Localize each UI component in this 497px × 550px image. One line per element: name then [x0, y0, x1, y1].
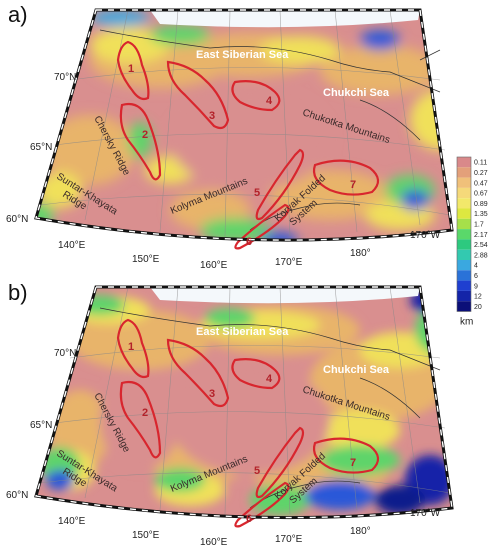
panel-a-zone-4	[231, 80, 281, 112]
legend-swatch	[457, 249, 471, 260]
panel-b-lat-65: 65°N	[30, 420, 52, 431]
panel-a-zone-label-4: 4	[266, 95, 273, 107]
panel-a-letter: a)	[8, 2, 28, 27]
panel-b-zone-label-6: 6	[246, 513, 252, 525]
legend-tick-label: 9	[474, 283, 478, 290]
panel-b-zone-label-5: 5	[254, 465, 260, 477]
panel-a-field	[36, 10, 452, 241]
legend-swatch	[457, 280, 471, 291]
legend-swatch	[457, 187, 471, 199]
legend-swatch	[457, 177, 471, 188]
legend: 0.11 0.27 0.47 0.67 0.89 1.35 1.7 2.17 2.54 2.88 4…	[456, 156, 488, 328]
legend-swatch	[457, 167, 471, 178]
panel-b-lon-160e: 160°E	[200, 537, 228, 548]
legend-swatch	[457, 208, 471, 219]
legend-tick-label: 0.27	[474, 170, 488, 177]
panel-b-map: East Siberian Sea Chukchi Sea Chukotka M…	[6, 285, 454, 548]
panel-a-zones	[116, 40, 380, 250]
legend-tick-label: 2.54	[474, 242, 488, 249]
panel-a-zone-label-2: 2	[142, 129, 148, 141]
legend-tick-label: 1.35	[474, 211, 488, 218]
legend-swatch	[457, 157, 471, 168]
panel-b-zone-3	[166, 338, 230, 408]
panel-b-east-siberian-sea: East Siberian Sea	[196, 326, 289, 338]
legend-tick-label: 20	[474, 304, 482, 311]
panel-a-zone-3	[166, 60, 230, 130]
legend-swatch	[457, 198, 471, 209]
panel-b-lon-170e: 170°E	[275, 534, 303, 545]
panel-a-lon-150e: 150°E	[132, 254, 160, 265]
panel-a-zone-6	[234, 203, 290, 250]
legend-unit: km	[460, 317, 473, 328]
panel-b-graticule	[39, 286, 451, 516]
panel-a-ice	[150, 10, 420, 28]
panel-a-map: East Siberian Sea Chukchi Sea Chukotka M…	[6, 8, 454, 271]
panel-b-lon-140e: 140°E	[58, 516, 86, 527]
panel-a-zone-label-3: 3	[209, 110, 215, 122]
panel-a-zone-5	[255, 148, 305, 221]
legend-swatch	[457, 239, 471, 250]
panel-a-zone-2	[119, 102, 162, 181]
panel-a-zone-7	[312, 159, 380, 196]
panel-a-zone-1	[116, 40, 150, 101]
legend-tick-label: 2.88	[474, 252, 488, 259]
legend-border	[456, 156, 472, 312]
panel-a-frame-dashes	[35, 9, 453, 241]
panel-b-zone-5	[255, 426, 305, 499]
panel-b-zone-label-7: 7	[350, 457, 356, 469]
panel-b-zone-2	[119, 380, 162, 459]
panel-a-lat-60: 60°N	[6, 214, 28, 225]
legend-tick-label: 0.67	[474, 191, 488, 198]
panel-b-zone-4	[231, 358, 281, 390]
panel-b-zones	[116, 318, 380, 528]
panel-a-zone-label-1: 1	[128, 63, 134, 75]
panel-b-lon-170w: 170°W	[410, 508, 441, 519]
legend-swatch	[457, 301, 471, 312]
panel-a-lon-180: 180°	[350, 248, 371, 259]
legend-tick-label: 1.7	[474, 221, 484, 228]
legend-swatch	[457, 229, 471, 240]
panel-a-lat-70: 70°N	[54, 72, 76, 83]
panel-b-zone-1	[116, 318, 150, 379]
panel-b-zone-7	[312, 437, 380, 474]
panel-a-lon-160e: 160°E	[200, 260, 228, 271]
panel-b-lat-70: 70°N	[54, 348, 76, 359]
panel-b-ice	[150, 287, 420, 304]
legend-swatch	[457, 290, 471, 302]
legend-tick-label: 6	[474, 273, 478, 280]
legend-swatch	[457, 260, 471, 271]
panel-a-lat-65: 65°N	[30, 142, 52, 153]
legend-swatch	[457, 218, 471, 230]
panel-a-zone-label-6: 6	[246, 236, 252, 248]
panel-a-chukchi-sea: Chukchi Sea	[323, 87, 390, 99]
panel-a-lon-170e: 170°E	[275, 257, 303, 268]
panel-b-zone-label-2: 2	[142, 407, 148, 419]
panel-b-zone-label-4: 4	[266, 373, 273, 385]
panel-b-zone-6	[234, 481, 290, 528]
legend-tick-label: 12	[474, 294, 482, 301]
legend-tick-label: 2.17	[474, 232, 488, 239]
panel-b-lat-60: 60°N	[6, 490, 28, 501]
panel-b-lon-180: 180°	[350, 526, 371, 537]
panel-a-lon-140e: 140°E	[58, 240, 86, 251]
panel-a-zone-label-7: 7	[350, 179, 356, 191]
panel-b-zone-label-3: 3	[209, 388, 215, 400]
panel-b-frame-dashes	[35, 286, 453, 519]
panel-b-zone-label-1: 1	[128, 341, 134, 353]
panel-b-letter: b)	[8, 280, 28, 305]
legend-tick-label: 0.47	[474, 180, 488, 187]
panel-a-lon-170w: 170°W	[410, 230, 441, 241]
panel-b-lon-150e: 150°E	[132, 530, 160, 541]
legend-tick-label: 0.89	[474, 201, 488, 208]
panel-a-east-siberian-sea: East Siberian Sea	[196, 49, 289, 61]
panel-a-zone-label-5: 5	[254, 187, 260, 199]
legend-tick-label: 0.11	[474, 160, 487, 167]
legend-swatch	[457, 270, 471, 281]
panel-b-chukchi-sea: Chukchi Sea	[323, 364, 390, 376]
legend-tick-label: 4	[474, 263, 478, 270]
